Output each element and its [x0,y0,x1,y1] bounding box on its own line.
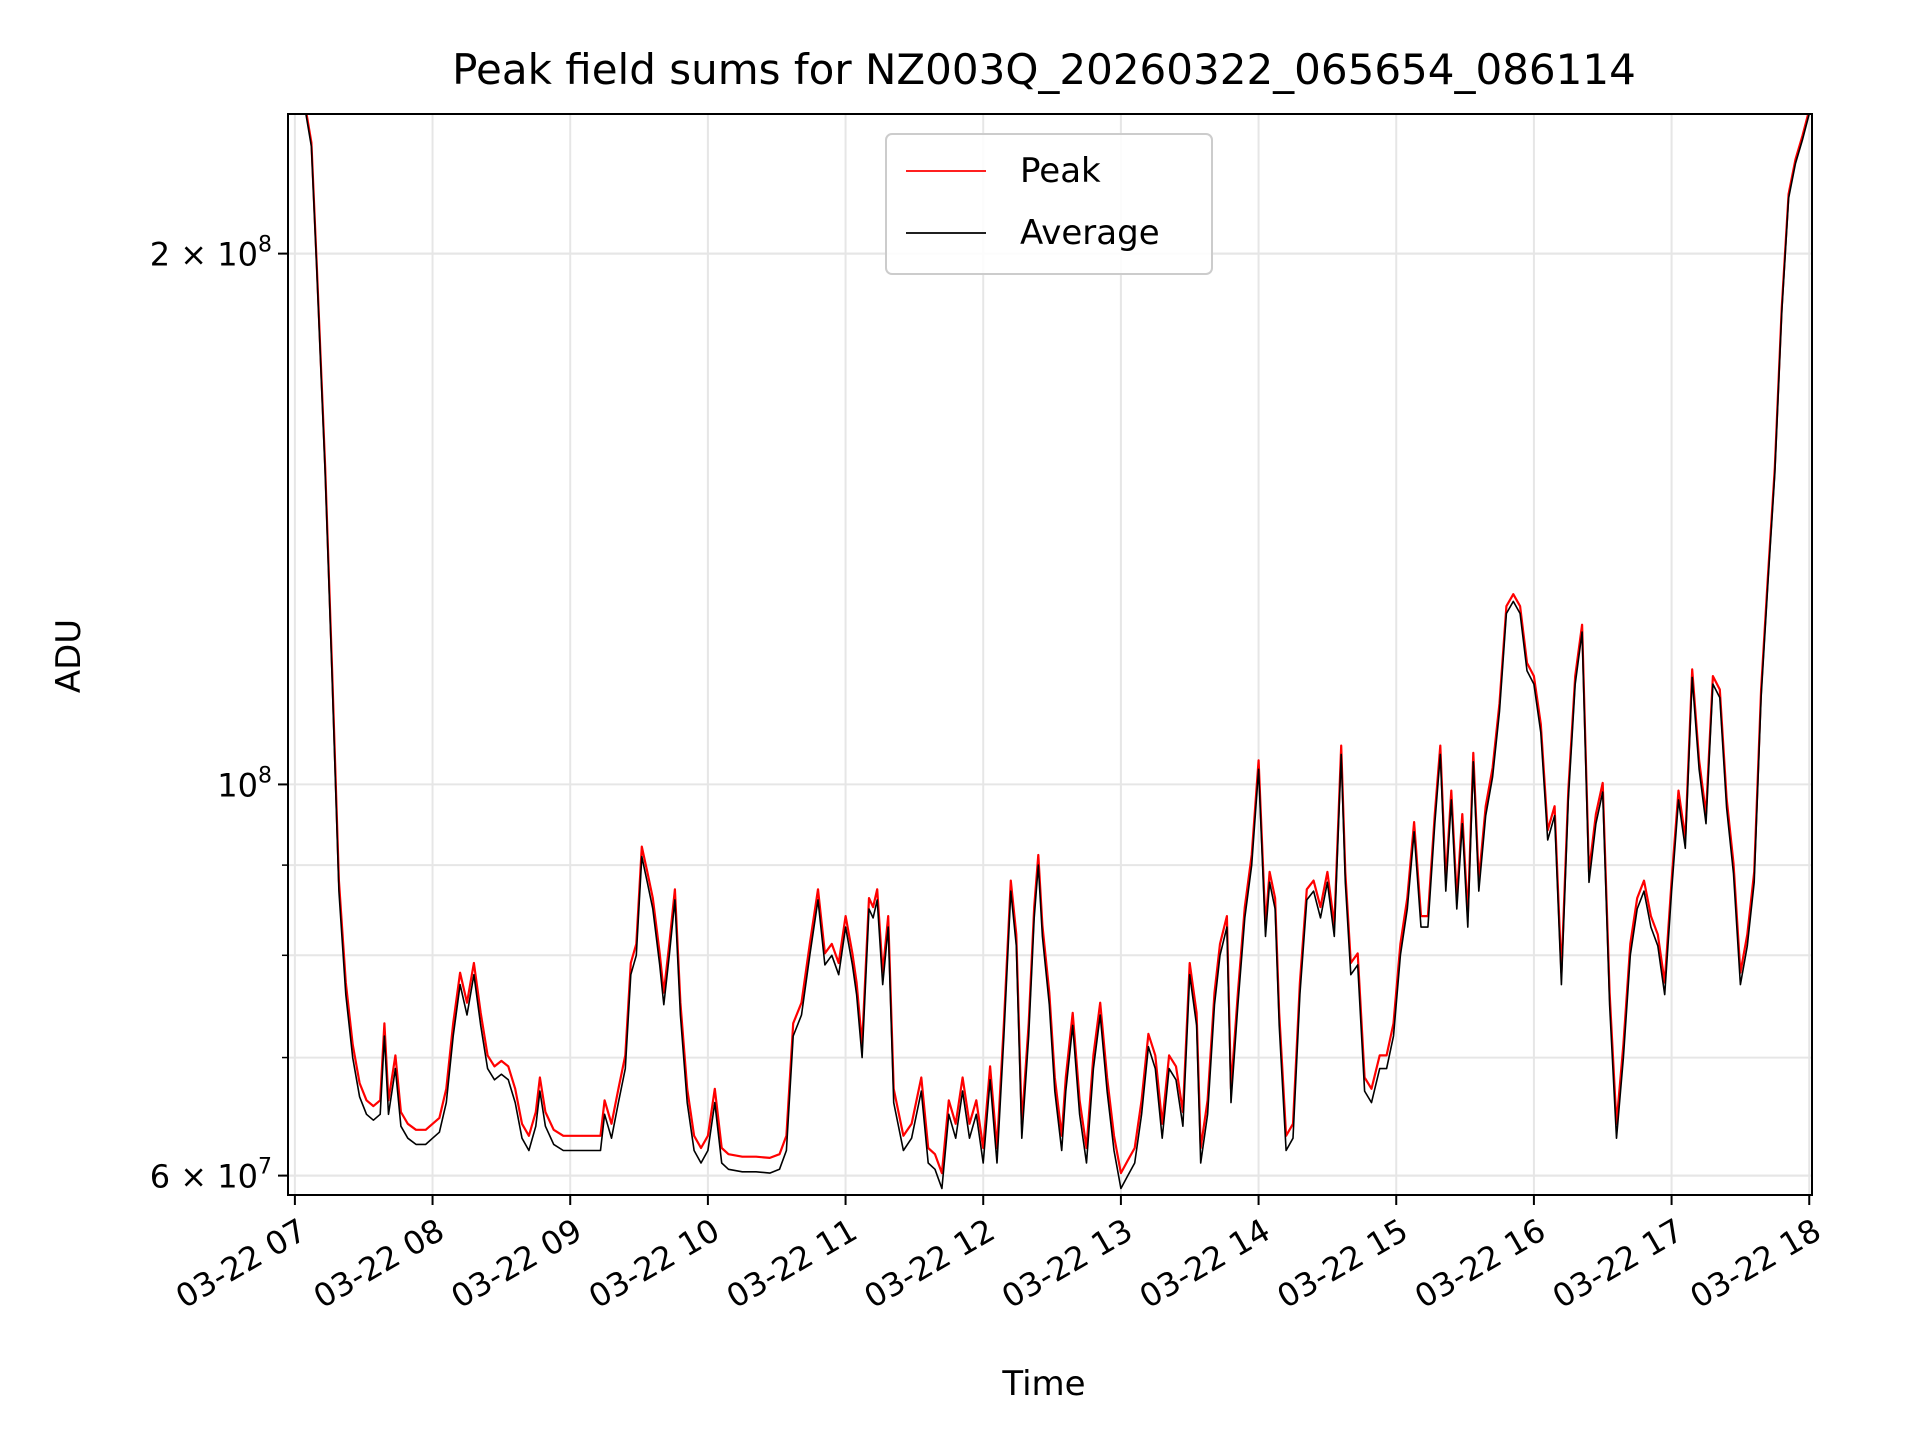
y-tick-label: 6 × 107 [150,1155,272,1196]
series-peak-line [305,114,1810,1175]
y-tick-base: 10 [217,1158,258,1196]
y-tick-exponent: 8 [258,763,272,788]
y-axis-label: ADU [49,619,89,693]
y-tick-exponent: 8 [258,233,272,258]
y-tick-mantissa: 2 × [150,236,218,274]
x-axis-label: Time [1001,1364,1085,1404]
legend-box [885,133,1213,275]
chart-title: Peak field sums for NZ003Q_20260322_0656… [452,45,1636,94]
grid [288,114,1812,1195]
series [305,114,1810,1190]
series-average-line [305,114,1810,1190]
y-tick-label: 108 [217,763,272,804]
legend-peak-label: Peak [1020,151,1101,191]
y-tick-label: 2 × 108 [150,233,272,274]
y-tick-exponent: 7 [258,1155,272,1180]
plot-frame [287,113,1813,1196]
legend: Peak Average [885,133,1213,275]
y-tick-base: 10 [217,766,258,804]
y-tick-base: 10 [217,236,258,274]
y-tick-mantissa: 6 × [150,1158,218,1196]
legend-average-label: Average [1020,213,1160,253]
